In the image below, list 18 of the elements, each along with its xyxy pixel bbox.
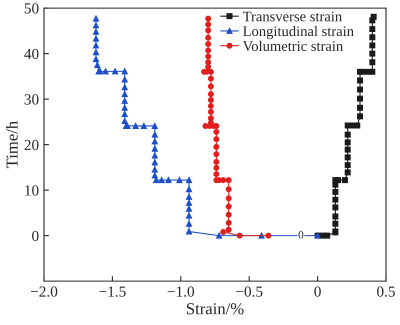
x-tick-label: −1.0: [168, 286, 194, 297]
annotation: 0: [298, 230, 304, 238]
legend-label: Transverse strain: [242, 12, 342, 22]
y-tick-label: 20: [24, 140, 39, 150]
legend-label: Longitudinal strain: [243, 26, 354, 40]
y-tick-label: 10: [25, 185, 39, 196]
y-tick-label: 50: [24, 3, 39, 14]
x-tick-label: −0.5: [236, 286, 262, 297]
y-tick-label: 40: [24, 48, 39, 60]
legend-label: Volumetric strain: [242, 40, 343, 52]
y-tick-label: 0: [32, 230, 39, 242]
x-tick-label: 0.5: [377, 286, 395, 297]
y-axis-title: Time/h: [6, 121, 18, 168]
x-tick-label: 0: [314, 286, 321, 297]
x-axis-title: Strain/%: [186, 303, 244, 314]
x-tick-label: −1.5: [99, 286, 126, 297]
x-tick-label: −2.0: [30, 286, 58, 297]
y-tick-label: 30: [24, 94, 39, 105]
